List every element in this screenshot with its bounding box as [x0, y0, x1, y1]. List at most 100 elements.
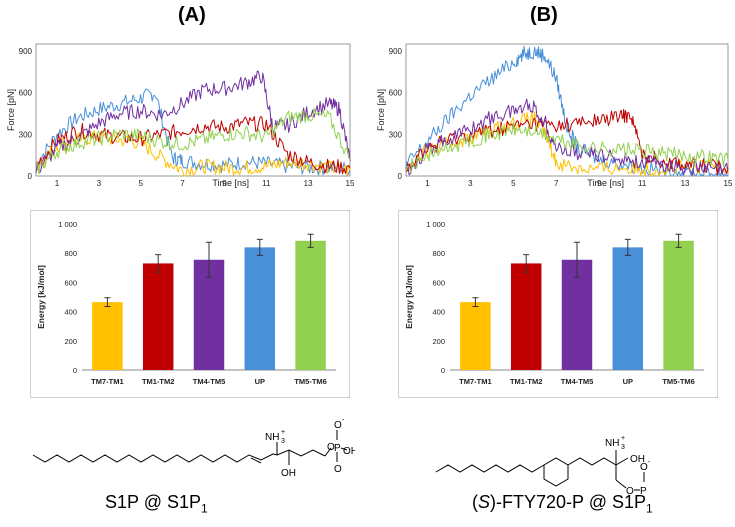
y-axis-label: Force [pN] — [6, 89, 16, 131]
force-series-line — [35, 70, 351, 174]
force-series-line — [405, 122, 729, 174]
force-series-line — [35, 130, 351, 177]
y-tick-label: 0 — [441, 366, 445, 375]
y-tick-label: 800 — [64, 249, 77, 258]
x-tick-label: 15 — [724, 179, 732, 188]
y-tick-label: 1 000 — [58, 220, 77, 229]
category-label: TM1-TM2 — [142, 377, 175, 386]
fty-oh-label: OH — [630, 454, 645, 465]
force-series-line — [35, 107, 351, 175]
category-label: TM4-TM5 — [561, 377, 594, 386]
s1p-oh-label: OH — [281, 468, 296, 479]
x-tick-label: 15 — [346, 179, 354, 188]
fty-o-label: O — [626, 486, 634, 497]
fty-o-minus-label: O — [640, 462, 648, 473]
caption-b-prefix: ( — [472, 492, 478, 512]
energy-bar — [663, 240, 694, 370]
y-tick-label: 300 — [389, 130, 403, 139]
x-tick-label: 9 — [222, 179, 227, 188]
x-tick-label: 1 — [55, 179, 60, 188]
energy-bar — [193, 259, 225, 370]
plot-area — [405, 43, 729, 177]
category-label: TM4-TM5 — [193, 377, 226, 386]
y-tick-label: 300 — [19, 130, 33, 139]
fty-nh3-sub: 3 — [621, 444, 625, 451]
y-tick-label: 400 — [64, 308, 77, 317]
s1p-o-minus-label: O — [334, 420, 342, 431]
plot-area — [35, 43, 351, 177]
y-tick-label: 600 — [19, 89, 33, 98]
caption-b-text: )-FTY720-P @ S1P — [490, 492, 647, 512]
x-axis-label: Time [ns] — [587, 178, 624, 188]
y-tick-label: 800 — [432, 249, 445, 258]
energy-chart-frame-a — [30, 210, 350, 398]
y-tick-label: 0 — [28, 172, 33, 181]
s1p-p-label: P — [334, 443, 341, 454]
energy-bar — [460, 302, 491, 370]
y-axis-label: Energy [kJ/mol] — [36, 265, 46, 329]
y-axis-label: Energy [kJ/mol] — [404, 265, 414, 329]
x-tick-label: 3 — [97, 179, 102, 188]
caption-a-sub: 1 — [201, 501, 208, 516]
panel-label-b: (B) — [530, 4, 558, 26]
x-axis-label: Time [ns] — [212, 178, 249, 188]
y-tick-label: 600 — [389, 89, 403, 98]
fty-nh3-sup: + — [621, 435, 625, 442]
y-tick-label: 400 — [432, 308, 445, 317]
caption-a: S1P @ S1P1 — [105, 492, 208, 516]
energy-bar — [561, 259, 593, 370]
force-series-line — [35, 88, 351, 176]
category-label: TM7-TM1 — [459, 377, 492, 386]
caption-a-text: S1P @ S1P — [105, 492, 201, 512]
s1p-structure: NH 3 + OH O P O - OH O — [32, 417, 355, 479]
fty-o-minus-sup: - — [648, 459, 651, 466]
energy-chart-frame-b — [398, 210, 718, 398]
y-tick-label: 600 — [432, 278, 445, 287]
energy-bar — [92, 302, 123, 370]
x-tick-label: 1 — [425, 179, 430, 188]
s1p-p-o-label: O — [334, 464, 342, 475]
energy-bar — [295, 240, 326, 370]
x-tick-label: 13 — [304, 179, 313, 188]
s1p-nh3-sup: + — [281, 429, 285, 436]
y-axis-label: Force [pN] — [376, 89, 386, 131]
energy-chart-b: 0 200 400 600 800 1 000 Energy [kJ/mol] TM7-TM1… — [404, 220, 704, 386]
y-tick-label: 0 — [398, 172, 403, 181]
x-tick-label: 5 — [138, 179, 143, 188]
category-label: TM5-TM6 — [662, 377, 695, 386]
x-tick-label: 11 — [638, 179, 647, 188]
category-label: UP — [255, 377, 265, 386]
x-tick-label: 7 — [180, 179, 185, 188]
y-tick-label: 900 — [389, 47, 403, 56]
energy-bar — [244, 247, 276, 370]
s1p-nh3-label: NH — [265, 432, 279, 443]
s1p-nh3-sub: 3 — [281, 438, 285, 445]
fty-p-label: P — [640, 486, 647, 497]
energy-bar — [142, 263, 174, 370]
force-series-line — [35, 116, 351, 175]
s1p-o-label: O — [327, 442, 335, 453]
force-series-line — [405, 98, 729, 176]
y-tick-label: 200 — [432, 337, 445, 346]
fty-nh3-label: NH — [605, 438, 619, 449]
caption-b-italic: S — [478, 492, 491, 512]
category-label: TM5-TM6 — [294, 377, 327, 386]
caption-b-sub: 1 — [646, 501, 653, 516]
category-label: TM1-TM2 — [510, 377, 543, 386]
caption-b: (S)-FTY720-P @ S1P1 — [472, 492, 653, 516]
energy-bar — [510, 263, 542, 370]
s1p-p-oh-label: OH — [343, 446, 355, 457]
y-tick-label: 900 — [19, 47, 33, 56]
x-tick-label: 13 — [681, 179, 690, 188]
category-label: TM7-TM1 — [91, 377, 124, 386]
x-tick-label: 11 — [262, 179, 271, 188]
energy-chart-a: 0 200 400 600 800 1 000 Energy [kJ/mol] TM7-TM1… — [36, 220, 336, 386]
fty720p-structure: NH 3 + OH O P O - HO O — [435, 435, 651, 500]
y-tick-label: 600 — [64, 278, 77, 287]
y-tick-label: 1 000 — [426, 220, 445, 229]
panel-label-a: (A) — [178, 4, 206, 26]
y-tick-label: 0 — [73, 366, 77, 375]
category-label: UP — [623, 377, 633, 386]
